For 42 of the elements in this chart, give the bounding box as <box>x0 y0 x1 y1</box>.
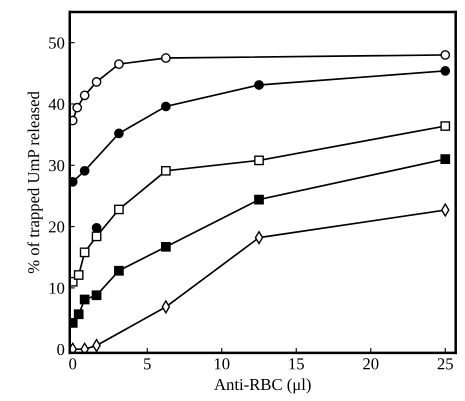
point <box>80 166 90 176</box>
point <box>114 204 124 214</box>
point <box>254 80 264 90</box>
point <box>440 50 450 60</box>
point <box>161 166 171 176</box>
x-tick-label: 15 <box>289 358 304 370</box>
point <box>114 59 124 69</box>
x-tick-label: 5 <box>144 358 151 370</box>
y-tick-label: 40 <box>48 98 64 110</box>
point <box>114 266 124 276</box>
y-tick-label: 10 <box>50 282 64 294</box>
point <box>440 66 450 76</box>
point <box>70 176 78 187</box>
point <box>92 290 102 300</box>
x-tick-label: 10 <box>214 358 230 370</box>
x-tick-label: 25 <box>438 358 453 370</box>
point <box>440 154 450 164</box>
y-axis-title: % of trapped UmP released <box>27 91 43 274</box>
x-tick-label: 0 <box>69 358 76 370</box>
point <box>80 90 90 100</box>
point <box>74 270 84 280</box>
point <box>92 77 102 87</box>
x-axis-title: Anti-RBC (μl) <box>214 378 311 394</box>
y-tick-label: 50 <box>49 37 64 49</box>
x-tick-label: 20 <box>363 358 378 370</box>
point <box>161 53 171 63</box>
point <box>254 156 264 166</box>
point <box>254 194 264 204</box>
y-tick-label: 30 <box>49 160 64 172</box>
point <box>80 247 90 258</box>
point <box>92 222 102 233</box>
point <box>72 102 82 113</box>
point <box>74 309 84 320</box>
point <box>440 121 450 131</box>
y-tick-label: 20 <box>48 221 64 233</box>
point <box>92 232 102 242</box>
point <box>70 116 78 126</box>
y-tick-label: 0 <box>57 344 64 356</box>
point <box>161 242 171 252</box>
point <box>80 294 90 304</box>
point <box>114 128 124 138</box>
point <box>161 102 171 112</box>
